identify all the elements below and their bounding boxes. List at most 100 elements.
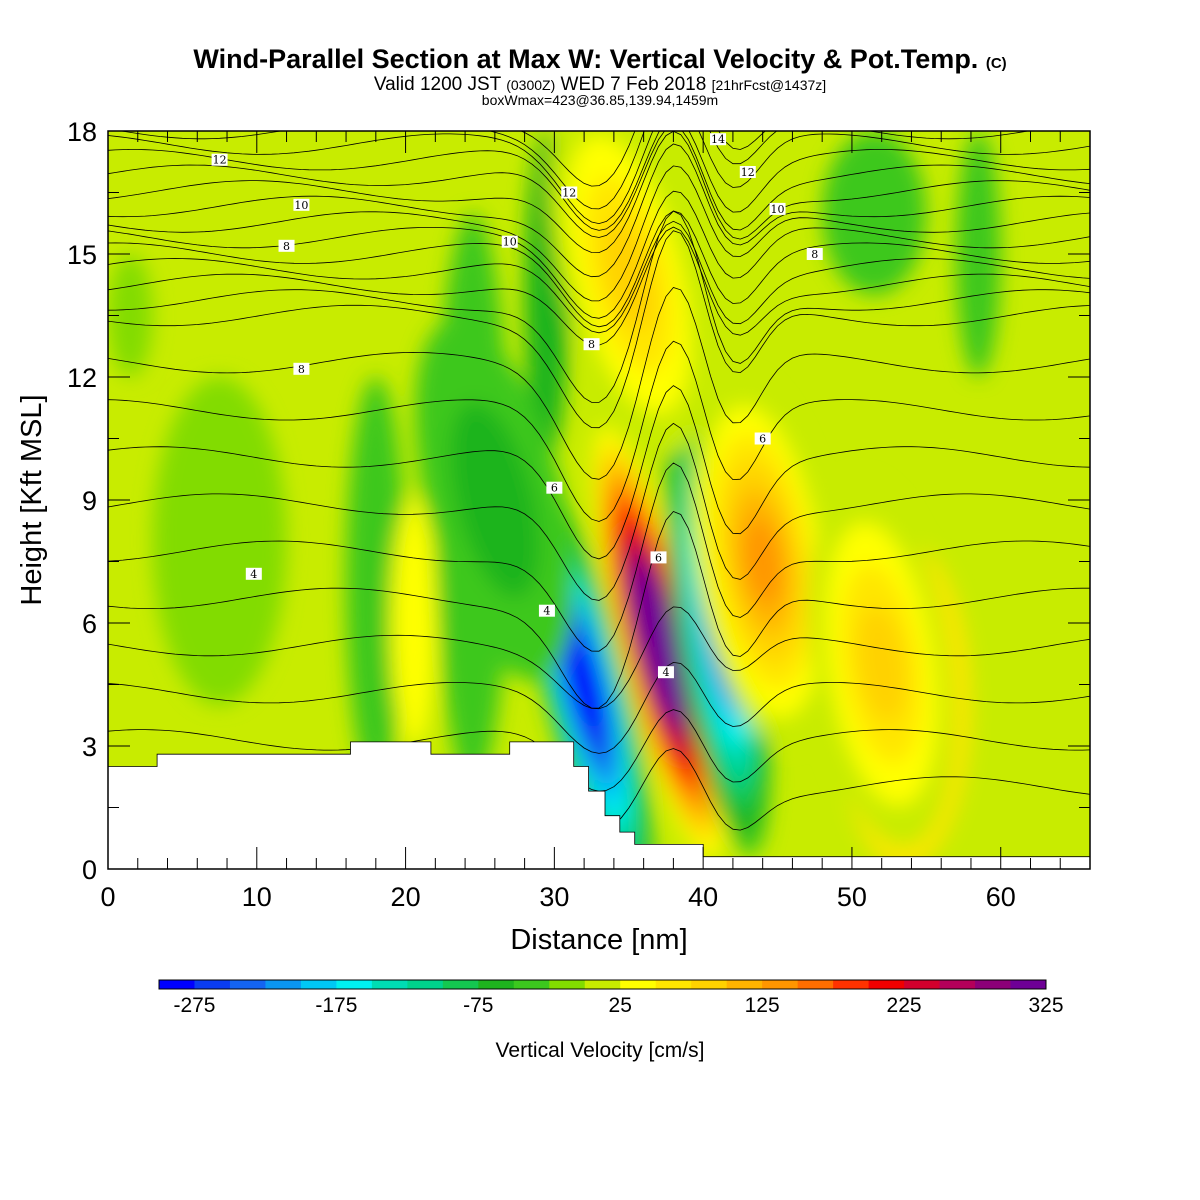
contour-label-text: 8 — [298, 363, 305, 376]
contour-label: 8 — [583, 338, 600, 351]
contour-label: 12 — [739, 166, 756, 179]
y-tick-label: 12 — [67, 363, 97, 393]
theta-contour — [108, 661, 1090, 754]
x-axis-label: Distance [nm] — [510, 924, 687, 956]
contour-label-text: 10 — [294, 199, 308, 212]
box-wmax-line: boxWmax=423@36.85,139.94,1459m — [481, 92, 719, 108]
colorbar-swatch — [194, 980, 231, 989]
y-tick-label: 0 — [82, 855, 97, 885]
contour-label: 12 — [211, 153, 228, 167]
colorbar-swatch — [655, 980, 692, 989]
colorbar-swatch — [478, 980, 515, 989]
contour-label-text: 6 — [655, 551, 662, 564]
colorbar-swatch — [584, 980, 621, 989]
theta-contour — [108, 131, 1090, 231]
contour-label: 10 — [769, 202, 786, 216]
contour-label-box — [739, 166, 756, 178]
velocity-band — [152, 377, 287, 705]
theta-contour — [520, 131, 766, 187]
contour-label-text: 6 — [759, 433, 766, 446]
valid-time-local: Valid 1200 JST — [373, 74, 501, 95]
contour-label: 4 — [538, 604, 555, 618]
colorbar-swatch — [726, 980, 763, 989]
potential-temperature-contours — [108, 131, 1090, 832]
contour-label-text: 14 — [711, 133, 725, 146]
velocity-core — [450, 402, 539, 598]
velocity-band — [956, 131, 1001, 377]
colorbar-swatch — [868, 980, 905, 989]
theta-contour — [108, 131, 1090, 254]
contour-label-box — [245, 567, 262, 580]
theta-contour — [108, 287, 1090, 480]
theta-contour — [108, 190, 1090, 319]
colorbar-swatch — [159, 980, 195, 989]
velocity-core — [646, 616, 671, 671]
copyright-mark: (C) — [985, 55, 1007, 72]
contour-label-text: 12 — [213, 154, 227, 167]
contour-label: 8 — [293, 362, 310, 376]
contour-label-box — [293, 198, 310, 211]
x-tick-label: 60 — [986, 882, 1016, 912]
contour-label: 4 — [245, 567, 262, 581]
colorbar-tick-label: 325 — [1028, 994, 1063, 1017]
forecast-info: [21hrFcst@1437z] — [711, 77, 827, 93]
theta-contour — [119, 131, 1031, 210]
theta-contour — [108, 165, 1090, 302]
colorbar-swatch — [513, 980, 550, 989]
theta-contour — [108, 422, 1090, 601]
theta-contour — [108, 462, 1090, 652]
contour-label: 8 — [278, 239, 295, 253]
theta-contour — [108, 340, 1090, 522]
velocity-core — [570, 652, 598, 717]
velocity-band — [390, 500, 436, 746]
theta-contour — [108, 511, 1090, 709]
valid-time-utc: (0300Z) — [506, 77, 556, 93]
colorbar-swatch — [549, 980, 586, 989]
contour-label-box — [583, 338, 600, 351]
colorbar-swatch — [833, 980, 870, 989]
colorbar-swatch — [691, 980, 728, 989]
contour-labels: 12 10 8 8 4 10 12 8 6 4 6 4 14 12 10 8 6 — [211, 133, 823, 679]
colorbar-swatch — [371, 980, 408, 989]
colorbar-tick-label: 225 — [887, 994, 922, 1017]
contour-label-text: 8 — [811, 248, 818, 261]
contour-label-text: 6 — [551, 482, 558, 495]
y-axis-label: Height [Kft MSL] — [16, 394, 48, 605]
contour-label-box — [211, 153, 228, 166]
theta-contour — [108, 131, 1090, 238]
contour-label: 14 — [710, 133, 727, 146]
colorbar-frame — [158, 979, 1047, 990]
contour-label-text: 12 — [562, 187, 576, 200]
theta-contour — [108, 230, 1090, 429]
theta-contour — [108, 385, 1090, 560]
colorbar-swatch — [265, 980, 302, 989]
contour-label-text: 10 — [503, 236, 517, 249]
contour-label-box — [769, 202, 786, 215]
y-tick-label: 6 — [82, 609, 97, 639]
velocity-band — [822, 131, 927, 295]
velocity-core — [857, 606, 906, 722]
x-tick-label: 20 — [391, 882, 421, 912]
contour-label: 6 — [650, 551, 667, 564]
contour-label-box — [754, 432, 771, 445]
x-tick-label: 50 — [837, 882, 867, 912]
contour-label-text: 8 — [283, 240, 290, 253]
y-tick-label: 15 — [67, 240, 97, 270]
colorbar-swatch — [620, 980, 657, 989]
contour-label: 10 — [501, 235, 518, 249]
colorbar-swatch — [797, 980, 834, 989]
colorbar-swatch — [904, 980, 941, 989]
contour-label-box — [538, 604, 555, 617]
contour-label-box — [806, 248, 823, 260]
contour-label: 4 — [657, 666, 674, 679]
colorbar-tick-label: -75 — [463, 994, 493, 1017]
contour-label-box — [501, 235, 518, 248]
colorbar-tick-label: 125 — [745, 994, 780, 1017]
colorbar-tick-label: -275 — [173, 994, 215, 1017]
colorbar-swatch — [300, 980, 337, 989]
colorbar-swatch — [762, 980, 799, 989]
x-tick-label: 40 — [688, 882, 718, 912]
colorbar-swatch — [229, 980, 266, 989]
contour-label-box — [278, 239, 295, 252]
theta-contour — [108, 210, 1090, 328]
